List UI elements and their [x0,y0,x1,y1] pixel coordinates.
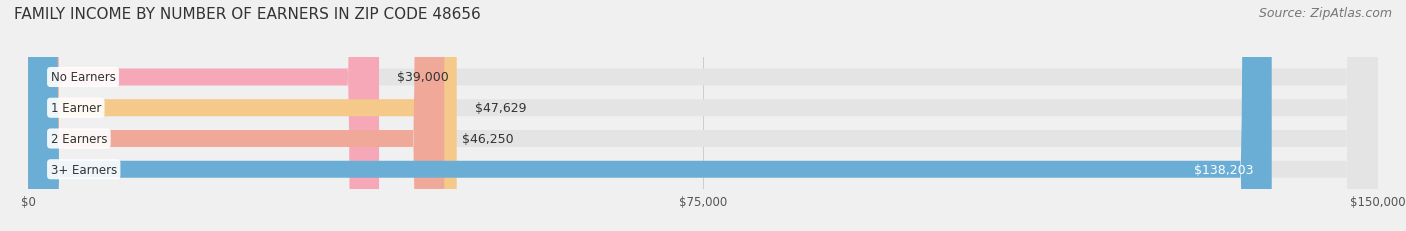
Text: $138,203: $138,203 [1194,163,1254,176]
FancyBboxPatch shape [28,0,1378,231]
Text: $47,629: $47,629 [475,102,526,115]
FancyBboxPatch shape [28,0,380,231]
FancyBboxPatch shape [28,0,444,231]
Text: 3+ Earners: 3+ Earners [51,163,117,176]
FancyBboxPatch shape [28,0,1378,231]
Text: 2 Earners: 2 Earners [51,132,107,145]
FancyBboxPatch shape [28,0,1378,231]
Text: $39,000: $39,000 [396,71,449,84]
Text: $46,250: $46,250 [463,132,515,145]
Text: FAMILY INCOME BY NUMBER OF EARNERS IN ZIP CODE 48656: FAMILY INCOME BY NUMBER OF EARNERS IN ZI… [14,7,481,22]
FancyBboxPatch shape [28,0,1271,231]
FancyBboxPatch shape [28,0,1378,231]
Text: Source: ZipAtlas.com: Source: ZipAtlas.com [1258,7,1392,20]
Text: 1 Earner: 1 Earner [51,102,101,115]
Text: No Earners: No Earners [51,71,115,84]
FancyBboxPatch shape [28,0,457,231]
